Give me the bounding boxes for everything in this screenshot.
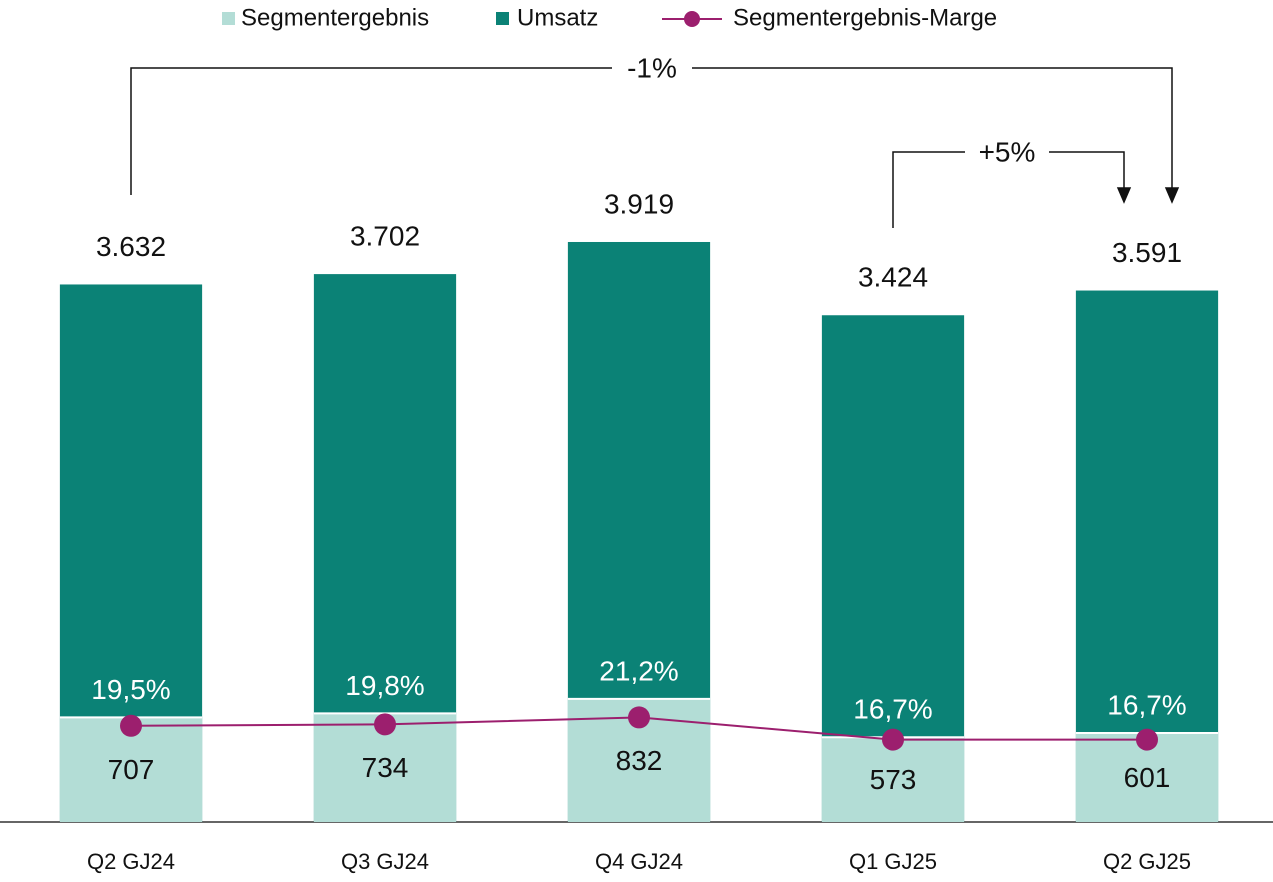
value-label: 573 — [870, 764, 917, 795]
arrow — [1116, 187, 1132, 204]
value-label: 19,5% — [91, 674, 170, 705]
label-bg — [612, 52, 692, 86]
value-label: 3.424 — [858, 262, 928, 293]
marker — [882, 728, 904, 751]
value-label: 16,7% — [1107, 689, 1186, 720]
marker — [1136, 728, 1158, 751]
legend-label: Umsatz — [517, 4, 598, 31]
legend-label: Segmentergebnis — [241, 4, 429, 31]
legend-label: Segmentergebnis-Marge — [733, 4, 997, 31]
value-label: 3.591 — [1112, 237, 1182, 268]
x-tick-label: Q2 GJ25 — [1103, 849, 1191, 874]
legend-swatch — [496, 12, 509, 25]
x-tick-label: Q3 GJ24 — [341, 849, 429, 874]
label-bg — [965, 136, 1049, 170]
value-label: 601 — [1124, 762, 1171, 793]
annotation: -1% — [627, 52, 677, 83]
marker — [120, 714, 142, 737]
value-label: 707 — [108, 754, 155, 785]
x-tick-label: Q2 GJ24 — [87, 849, 175, 874]
x-tick-label: Q4 GJ24 — [595, 849, 683, 874]
bracket-line — [130, 67, 1173, 195]
value-label: 3.702 — [350, 220, 420, 251]
marker — [628, 706, 650, 729]
value-label: 3.919 — [604, 188, 674, 219]
value-label: 3.632 — [96, 231, 166, 262]
annotation: +5% — [979, 136, 1036, 167]
bar — [821, 737, 965, 822]
value-label: 19,8% — [345, 670, 424, 701]
value-label: 21,2% — [599, 655, 678, 686]
marker — [374, 713, 396, 736]
x-tick-label: Q1 GJ25 — [849, 849, 937, 874]
value-label: 832 — [616, 745, 663, 776]
value-label: 734 — [362, 752, 409, 783]
arrow — [1164, 187, 1180, 204]
legend-swatch — [222, 12, 235, 25]
value-label: 16,7% — [853, 694, 932, 725]
legend-marker — [684, 11, 700, 27]
